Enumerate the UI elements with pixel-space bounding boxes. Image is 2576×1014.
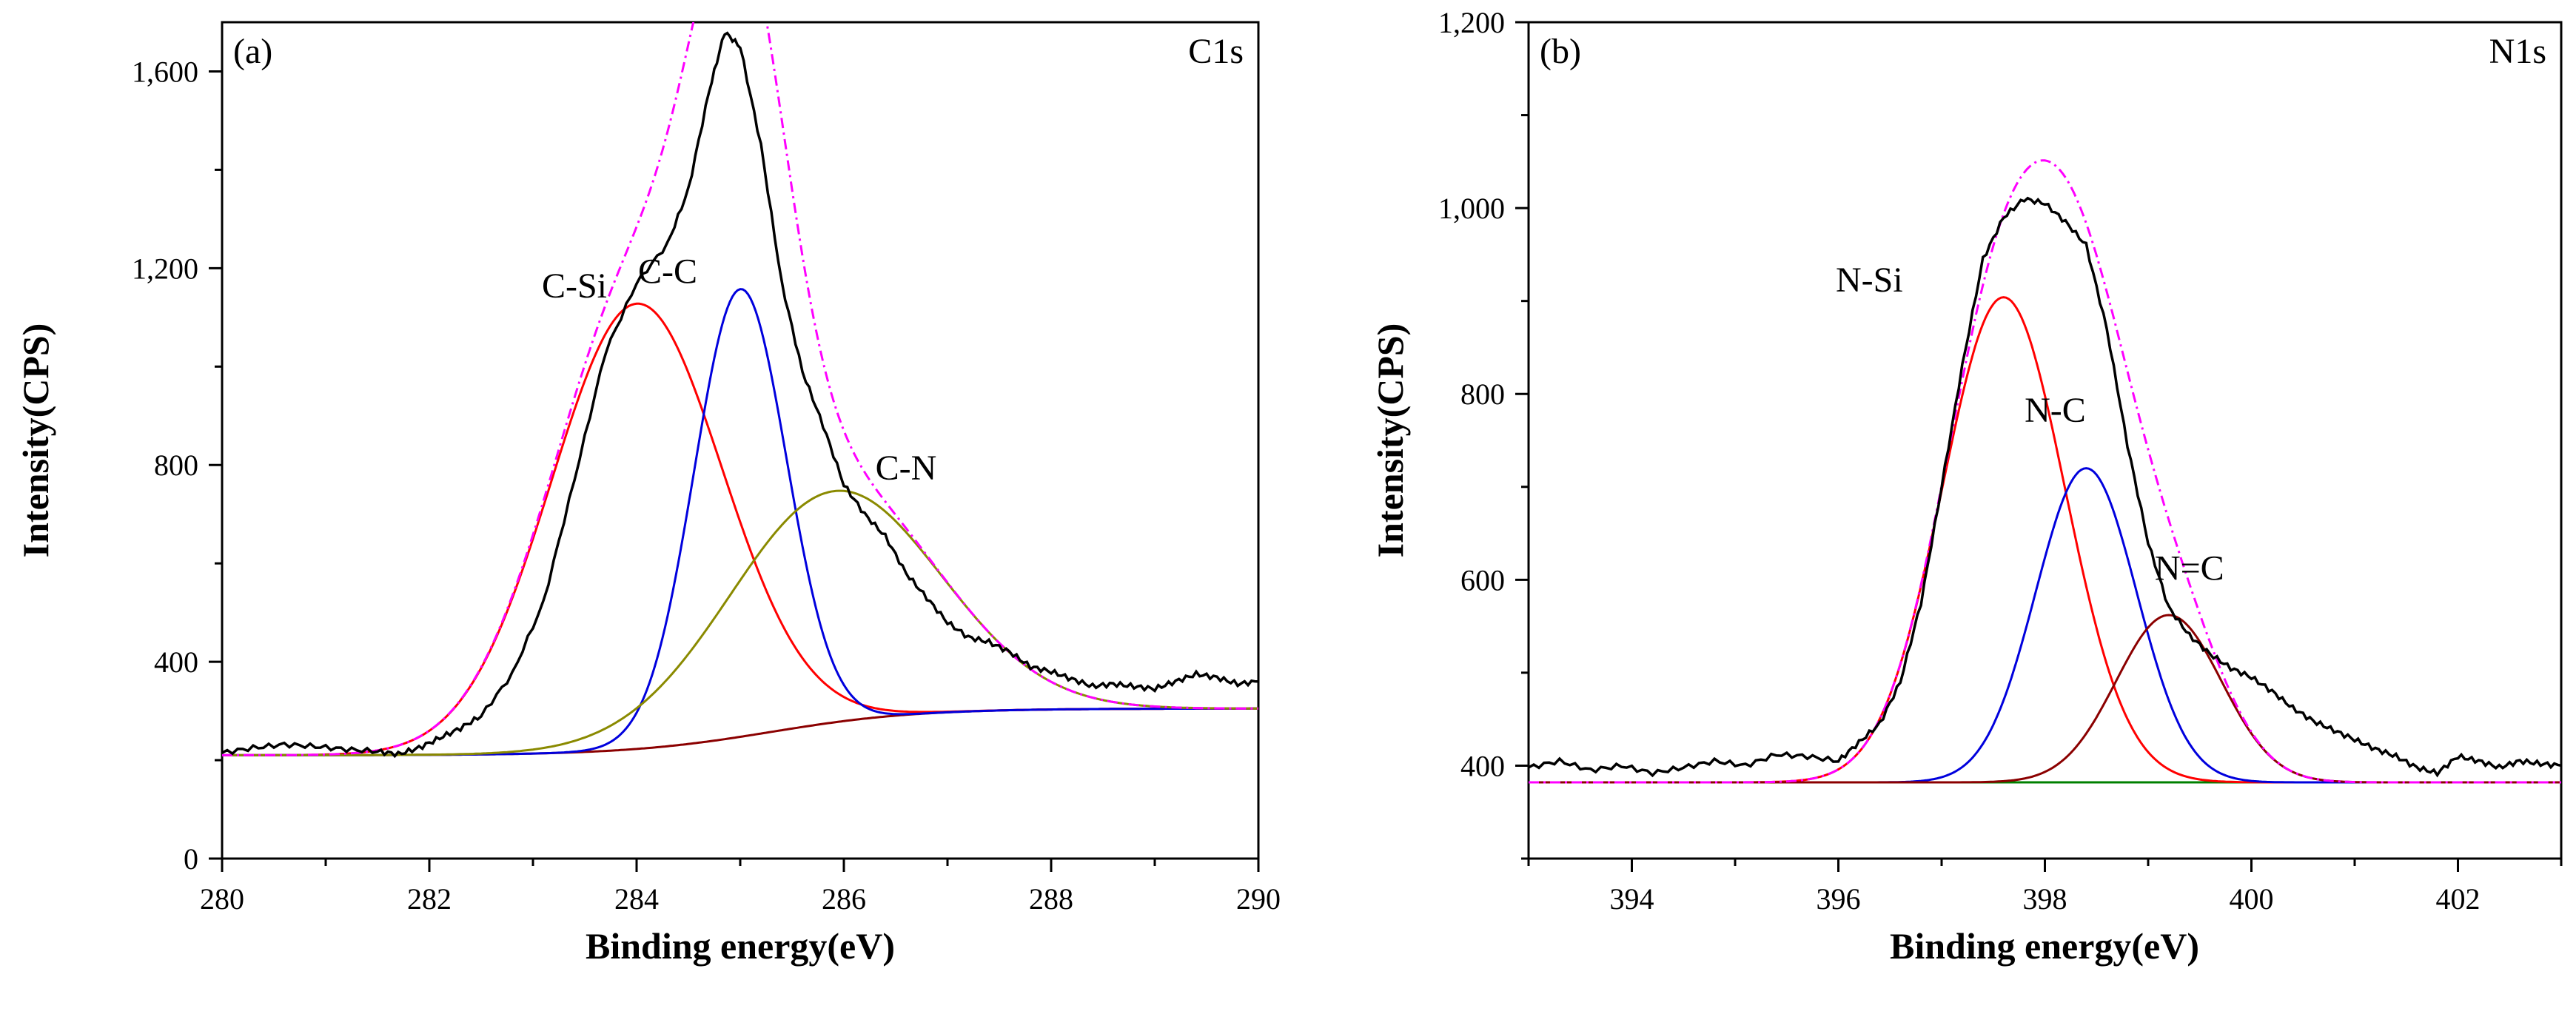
x-tick-label: 284 — [614, 882, 659, 916]
peak-label: N=C — [2155, 548, 2224, 588]
x-tick-label: 280 — [200, 882, 244, 916]
x-tick-label: 400 — [2230, 882, 2274, 916]
panel-label: (a) — [233, 32, 272, 71]
component-c-si — [222, 302, 1258, 756]
peak-label: N-C — [2025, 391, 2086, 430]
component-n-c — [1529, 467, 2561, 784]
component-c-n — [222, 489, 1258, 756]
envelope-fit — [1529, 159, 2561, 784]
x-tick-label: 402 — [2436, 882, 2481, 916]
background-line — [222, 707, 1258, 756]
envelope-fit — [222, 22, 1258, 756]
peak-label: C-N — [876, 449, 937, 488]
plot-frame — [221, 21, 1260, 860]
peak-label: N-Si — [1836, 261, 1903, 300]
y-tick-label: 400 — [1460, 749, 1505, 782]
panel-label: (b) — [1540, 32, 1581, 71]
x-tick-label: 396 — [1817, 882, 1861, 916]
peak-label: C-C — [638, 252, 697, 291]
y-tick-label: 1,600 — [132, 55, 198, 88]
y-tick-label: 1,200 — [1438, 6, 1505, 39]
plot-frame — [1527, 21, 2563, 860]
y-tick-label: 1,000 — [1438, 192, 1505, 225]
spectrum-label: N1s — [2489, 32, 2546, 71]
x-tick-label: 394 — [1610, 882, 1654, 916]
peak-label: C-Si — [542, 266, 607, 306]
component-n-si — [1529, 296, 2561, 784]
component-n-c — [1529, 614, 2561, 784]
y-tick-label: 1,200 — [132, 252, 198, 285]
experimental-data — [1529, 196, 2561, 778]
x-tick-label: 282 — [407, 882, 452, 916]
y-tick-label: 800 — [154, 449, 198, 482]
x-axis-title: Binding energy(eV) — [1890, 925, 2199, 967]
x-tick-label: 288 — [1029, 882, 1073, 916]
y-axis-title: Intensity(CPS) — [1369, 323, 1411, 558]
x-axis-title: Binding energy(eV) — [586, 925, 895, 967]
y-tick-label: 400 — [154, 645, 198, 679]
y-axis-title: Intensity(CPS) — [15, 323, 56, 558]
x-tick-label: 286 — [822, 882, 866, 916]
experimental-data — [222, 31, 1258, 759]
spectrum-label: C1s — [1188, 32, 1244, 71]
y-tick-label: 600 — [1460, 563, 1505, 597]
panel-n1s: 394 396 398 400 402 400 600 800 1,000 1,200 (b) N… — [1369, 6, 2563, 967]
y-tick-label: 0 — [184, 842, 198, 876]
x-tick-label: 398 — [2023, 882, 2067, 916]
y-tick-label: 800 — [1460, 377, 1505, 411]
x-tick-label: 290 — [1236, 882, 1281, 916]
